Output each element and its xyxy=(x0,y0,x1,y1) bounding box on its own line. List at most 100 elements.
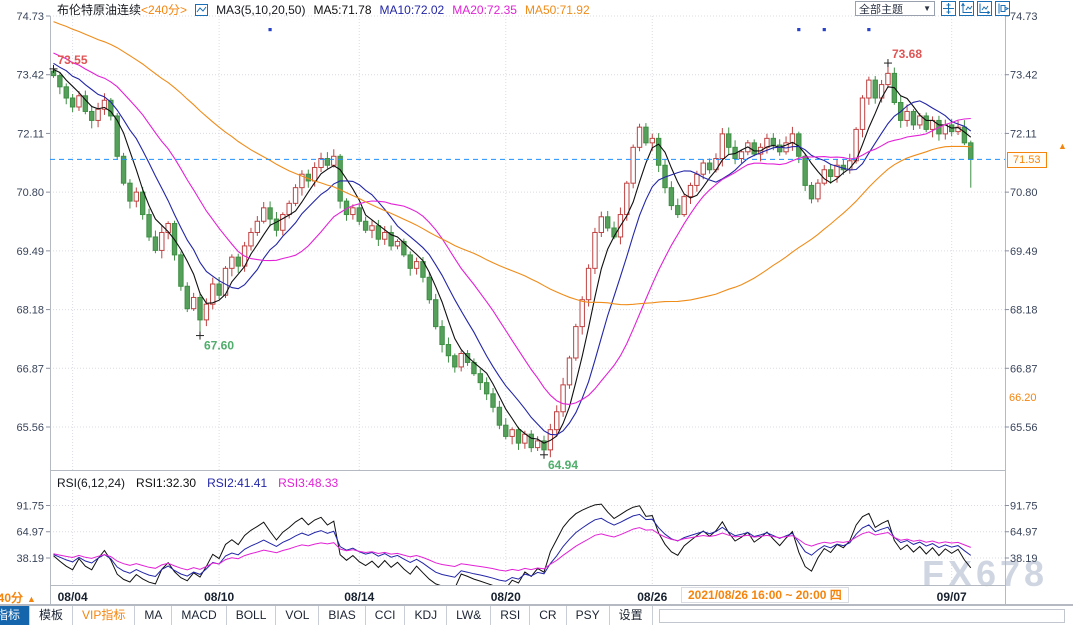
event-marker-dot xyxy=(822,28,826,32)
candle-body xyxy=(388,231,394,247)
candle-body xyxy=(203,303,210,321)
candle xyxy=(63,83,69,105)
toolbar-tab-12[interactable]: RSI xyxy=(491,606,531,625)
candle-body xyxy=(248,231,254,247)
candle xyxy=(821,165,827,186)
toolbar-tab-8[interactable]: BIAS xyxy=(319,606,366,625)
theme-select-dropdown[interactable]: 全部主题 ▼ xyxy=(855,1,935,16)
candle xyxy=(885,63,891,88)
candle-body xyxy=(401,240,407,256)
y-axis-scale-icon[interactable] xyxy=(959,1,974,16)
candle-body xyxy=(515,429,522,444)
event-marker-dot xyxy=(268,28,272,32)
candle-body xyxy=(808,184,815,200)
toolbar-tab-3[interactable]: VIP指标 xyxy=(73,606,136,625)
candle xyxy=(82,90,89,115)
candle-body xyxy=(649,137,655,144)
candle-body xyxy=(184,285,190,310)
toolbar-tab-6[interactable]: BOLL xyxy=(227,606,277,625)
candles-group xyxy=(50,63,974,458)
rsi12-line xyxy=(53,513,972,582)
candle xyxy=(891,67,898,105)
pane-shift-icon[interactable] xyxy=(995,1,1010,16)
candle-body xyxy=(382,231,388,240)
toolbar-tab-14[interactable]: PSY xyxy=(567,606,610,625)
candle xyxy=(675,198,681,218)
toolbar-tab-9[interactable]: CCI xyxy=(366,606,406,625)
ma5-value: MA5:71.78 xyxy=(313,2,372,17)
toolbar-tab-10[interactable]: KDJ xyxy=(405,606,448,625)
candle-body xyxy=(159,231,165,251)
toolbar-tab-2[interactable]: 模板 xyxy=(30,606,74,625)
ma-group-label: MA3(5,10,20,50) xyxy=(216,2,306,17)
candle xyxy=(929,116,936,138)
toolbar-tab-5[interactable]: MACD xyxy=(172,606,227,625)
candle xyxy=(483,377,490,401)
candle-body xyxy=(337,155,343,202)
candle-body xyxy=(133,191,140,202)
rsi-group-label: RSI(6,12,24) xyxy=(57,476,126,490)
candle xyxy=(133,187,140,208)
date-axis-label: 08/10 xyxy=(204,590,234,604)
candle xyxy=(324,152,331,169)
candle xyxy=(280,212,286,236)
ma50-line xyxy=(53,21,971,306)
axis-label: 66.87 xyxy=(16,363,44,375)
toolbar-tab-4[interactable]: MA xyxy=(135,606,173,625)
toolbar-tab-13[interactable]: CR xyxy=(530,606,567,625)
candle-body xyxy=(872,79,878,99)
candle xyxy=(624,180,630,221)
ma-lines xyxy=(53,21,972,444)
candle-body xyxy=(885,72,891,86)
candle xyxy=(261,202,267,224)
candle-body xyxy=(579,299,585,328)
candle-body xyxy=(827,169,834,177)
axis-label: 72.11 xyxy=(1010,128,1037,140)
candle-body xyxy=(477,373,483,384)
crosshair-tool-icon[interactable] xyxy=(941,1,956,16)
axis-label: 69.49 xyxy=(1010,246,1038,258)
axis-label: 73.42 xyxy=(16,70,44,82)
candle-body xyxy=(917,115,923,126)
candle-body xyxy=(114,115,120,157)
candle-body xyxy=(503,424,509,437)
candle-body xyxy=(394,240,401,247)
candle xyxy=(808,181,815,204)
axis-label: 64.97 xyxy=(16,527,44,539)
timeframe-cell[interactable]: 240分▲ xyxy=(0,589,49,604)
candle xyxy=(452,353,458,373)
candle xyxy=(738,149,745,164)
axis-label: 65.56 xyxy=(1010,422,1038,434)
ma5-line xyxy=(53,69,972,444)
line-chart-icon xyxy=(195,3,209,16)
candle-body xyxy=(356,207,362,222)
toolbar-tab-1[interactable]: 指标 xyxy=(0,606,31,625)
extreme-label: 67.60 xyxy=(204,339,234,353)
candle-body xyxy=(299,173,305,189)
date-axis-label: 09/07 xyxy=(937,590,967,604)
rsi1-value: RSI1:32.30 xyxy=(136,476,197,490)
toolbar-tab-15[interactable]: 设置 xyxy=(610,606,653,625)
candle-body xyxy=(961,126,968,144)
candle xyxy=(433,293,439,330)
watermark: FX678 xyxy=(922,553,1049,594)
candle-body xyxy=(866,79,872,99)
candle-body xyxy=(573,326,579,359)
candle xyxy=(413,257,420,275)
x-axis-scale-icon[interactable] xyxy=(977,1,992,16)
candle xyxy=(579,296,585,335)
toolbar-tab-7[interactable]: VOL xyxy=(276,606,320,625)
toolbar-tab-11[interactable]: LW& xyxy=(447,606,492,625)
candle-body xyxy=(69,97,76,108)
candle xyxy=(681,194,687,217)
date-axis-label: 08/04 xyxy=(58,590,88,604)
candle-body xyxy=(452,355,458,368)
theme-select-label: 全部主题 xyxy=(859,3,903,16)
candle-body xyxy=(458,352,464,368)
candle-body xyxy=(541,440,547,451)
candle-body xyxy=(216,283,222,296)
candle-body xyxy=(655,137,662,166)
candle xyxy=(292,184,299,207)
